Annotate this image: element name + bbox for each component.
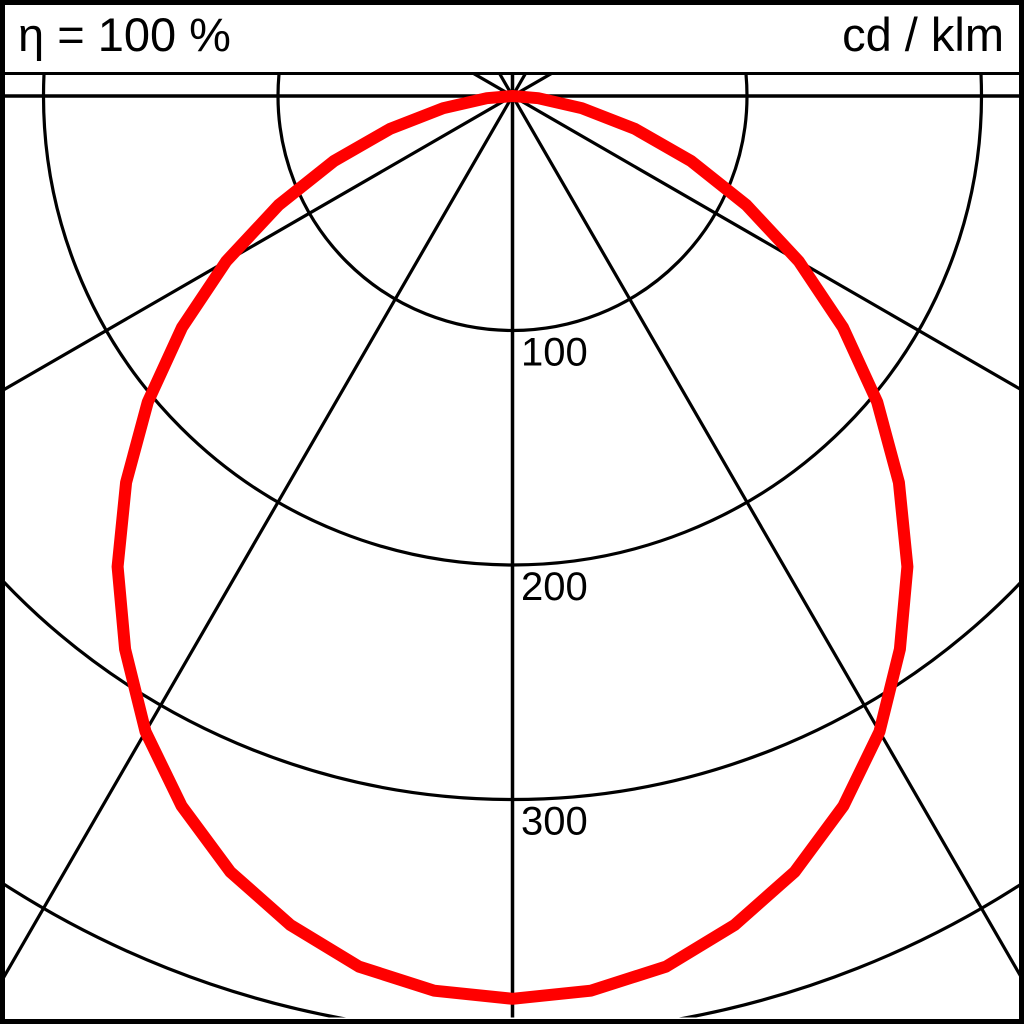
intensity-curve-layer xyxy=(111,90,914,1005)
unit-label: cd / klm xyxy=(842,8,1004,61)
ring-labels-layer: 100 200 300 xyxy=(521,331,588,844)
luminous-intensity-curve xyxy=(111,90,914,1005)
ring-label-100: 100 xyxy=(521,331,588,375)
efficiency-label: η = 100 % xyxy=(18,8,231,61)
ring-label-300: 300 xyxy=(521,800,588,844)
ring-label-200: 200 xyxy=(521,565,588,609)
